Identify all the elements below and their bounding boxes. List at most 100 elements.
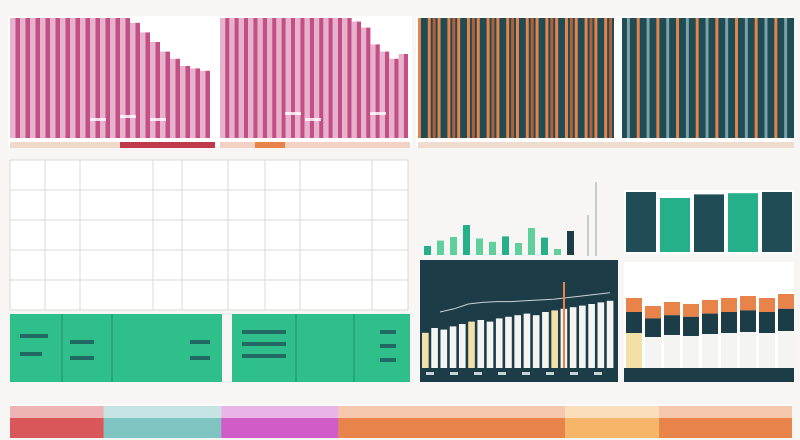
stack-top [664, 302, 680, 316]
navy-bar [588, 304, 595, 368]
pink-area-left-stripe [160, 51, 166, 138]
pink-area-right-stripe [332, 18, 338, 138]
pink-area-left-stripe [100, 18, 106, 138]
striped-left-bar [584, 18, 588, 138]
stack-bottom [759, 333, 775, 368]
striped-right-bar [690, 18, 694, 138]
striped-left-bar [594, 18, 598, 138]
pink-area-right-stripe [398, 54, 404, 138]
stack-mid [664, 315, 680, 335]
pink-area-left-stripe [150, 42, 156, 138]
striped-left-bar [530, 18, 534, 138]
navy-bar [422, 332, 429, 368]
pink-area-left-bar [145, 32, 150, 138]
axis-tick-mark [450, 372, 458, 375]
mini-green-bar [476, 238, 483, 255]
stack-mid [721, 312, 737, 333]
pink-area-right-bar [253, 18, 258, 138]
trend-line [439, 292, 611, 313]
pink-area-right-bar [328, 18, 333, 138]
striped-left-bar [535, 18, 539, 138]
pink-area-right-bar [384, 51, 390, 138]
striped-right-bar [735, 18, 738, 138]
striped-right-bar [666, 18, 670, 138]
card-text-mark [190, 340, 210, 344]
navy-bar [495, 318, 503, 368]
striped-left-bar [471, 18, 475, 138]
striped-left-bar [418, 18, 421, 138]
axis-tick-mark [474, 372, 482, 375]
striped-left-bar [540, 18, 544, 138]
striped-left-bar [481, 18, 485, 138]
striped-left-bar [422, 18, 426, 138]
striped-left-bar [437, 18, 441, 138]
block-bar [762, 192, 792, 252]
pink-area-left-bar [25, 18, 30, 138]
mini-green-bar [515, 243, 522, 255]
mini-green-bar [567, 231, 574, 255]
pink-area-right-bar [403, 54, 408, 138]
striped-left-bar [609, 18, 613, 138]
grid-panel [10, 160, 408, 310]
pink-area-left-stripe [30, 18, 36, 138]
stack-mid [645, 318, 661, 337]
pink-area-left-bar [125, 18, 130, 138]
pink-area-left-stripe [200, 70, 206, 138]
striped-right-bar [715, 18, 719, 138]
card-text-mark [20, 334, 48, 338]
pink-area-left-bar [85, 18, 90, 138]
striped-left-bar [579, 18, 583, 138]
pink-area-right-bar [243, 18, 249, 138]
striped-right-bar [622, 18, 625, 138]
striped-right-bar [749, 18, 753, 138]
card-text-mark [190, 356, 210, 360]
navy-bar [468, 321, 475, 368]
pink-area-right-bar [262, 18, 267, 138]
pink-area-left-bar [105, 18, 110, 138]
striped-left-bar [520, 18, 524, 138]
mini-green-bar [502, 236, 509, 255]
axis-tick-mark [498, 372, 506, 375]
striped-right-bar [739, 18, 743, 138]
axis-tick-mark [594, 372, 602, 375]
pink-area-left-stripe [120, 18, 126, 138]
card-text-mark [20, 352, 42, 356]
stack-bottom [626, 333, 642, 368]
mini-green-bar [489, 241, 496, 255]
pink-area-left-bar [15, 18, 20, 138]
navy-axis-strip [420, 368, 618, 382]
striped-left-bar [545, 18, 549, 138]
pink-area-left-bar [155, 42, 160, 138]
striped-left-bar [427, 18, 431, 138]
stack-bottom [778, 331, 794, 368]
stack-mid [778, 308, 794, 331]
pink-area-right-stripe [323, 18, 329, 138]
pink-area-left-bar [35, 18, 40, 138]
pink-area-right-stripe [229, 18, 235, 138]
pink-area-right-stripe [220, 18, 226, 138]
navy-bar [532, 315, 540, 368]
pink-area-left-stripe [130, 22, 136, 138]
stack-mid [740, 310, 756, 332]
pink-area-left-bar [205, 70, 210, 138]
stack-top [645, 306, 661, 319]
pink-area-right-stripe [248, 18, 254, 138]
strip-left [10, 142, 215, 148]
stack-top [778, 294, 794, 309]
pink-area-right-stripe [295, 18, 301, 138]
pink-area-left-bar [185, 66, 190, 138]
striped-right-bar [774, 18, 778, 138]
striped-right-bar [641, 18, 645, 138]
striped-right-bar [636, 18, 640, 138]
striped-right-bar [754, 18, 758, 138]
strip-left-accent [120, 142, 215, 148]
pink-area-right-stripe [304, 18, 310, 138]
pink-area-right-stripe [361, 27, 367, 139]
axis-tick-mark [426, 372, 434, 375]
striped-left-bar [550, 18, 554, 138]
striped-left-bar [565, 18, 568, 138]
striped-left-bar [491, 18, 495, 138]
navy-bar [523, 313, 531, 368]
pink-area-right-bar [234, 18, 239, 138]
navy-bar [440, 329, 448, 368]
